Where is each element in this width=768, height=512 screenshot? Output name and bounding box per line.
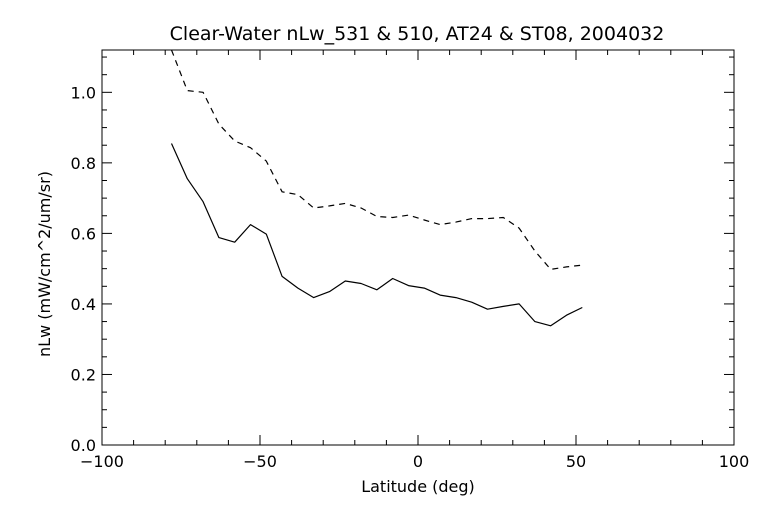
series-group — [170, 49, 583, 327]
chart-title: Clear-Water nLw_531 & 510, AT24 & ST08, … — [170, 23, 665, 45]
axis-ticks — [101, 50, 735, 446]
plot-frame — [101, 49, 735, 446]
x-tick-label: −100 — [80, 452, 124, 471]
y-tick-label: 0.6 — [71, 224, 96, 243]
y-axis-label: nLw (mW/cm^2/um/sr) — [35, 171, 54, 357]
y-tick-label: 0.0 — [71, 436, 96, 455]
x-tick-label: 50 — [566, 452, 586, 471]
series-line-dashed — [170, 49, 583, 270]
series-line-solid — [170, 143, 583, 327]
y-tick-label: 0.2 — [71, 365, 96, 384]
y-tick-label: 0.4 — [71, 295, 96, 314]
y-tick-label: 1.0 — [71, 83, 96, 102]
x-tick-label: 0 — [413, 452, 423, 471]
x-axis-label: Latitude (deg) — [361, 477, 475, 496]
x-tick-label: −50 — [243, 452, 277, 471]
plot-area-border — [101, 49, 735, 446]
x-tick-label: 100 — [719, 452, 750, 471]
y-tick-label: 0.8 — [71, 154, 96, 173]
axis-tick-labels: −100 −50 0 50 100 0.0 0.2 0.4 0.6 0.8 1.0 — [71, 83, 750, 471]
